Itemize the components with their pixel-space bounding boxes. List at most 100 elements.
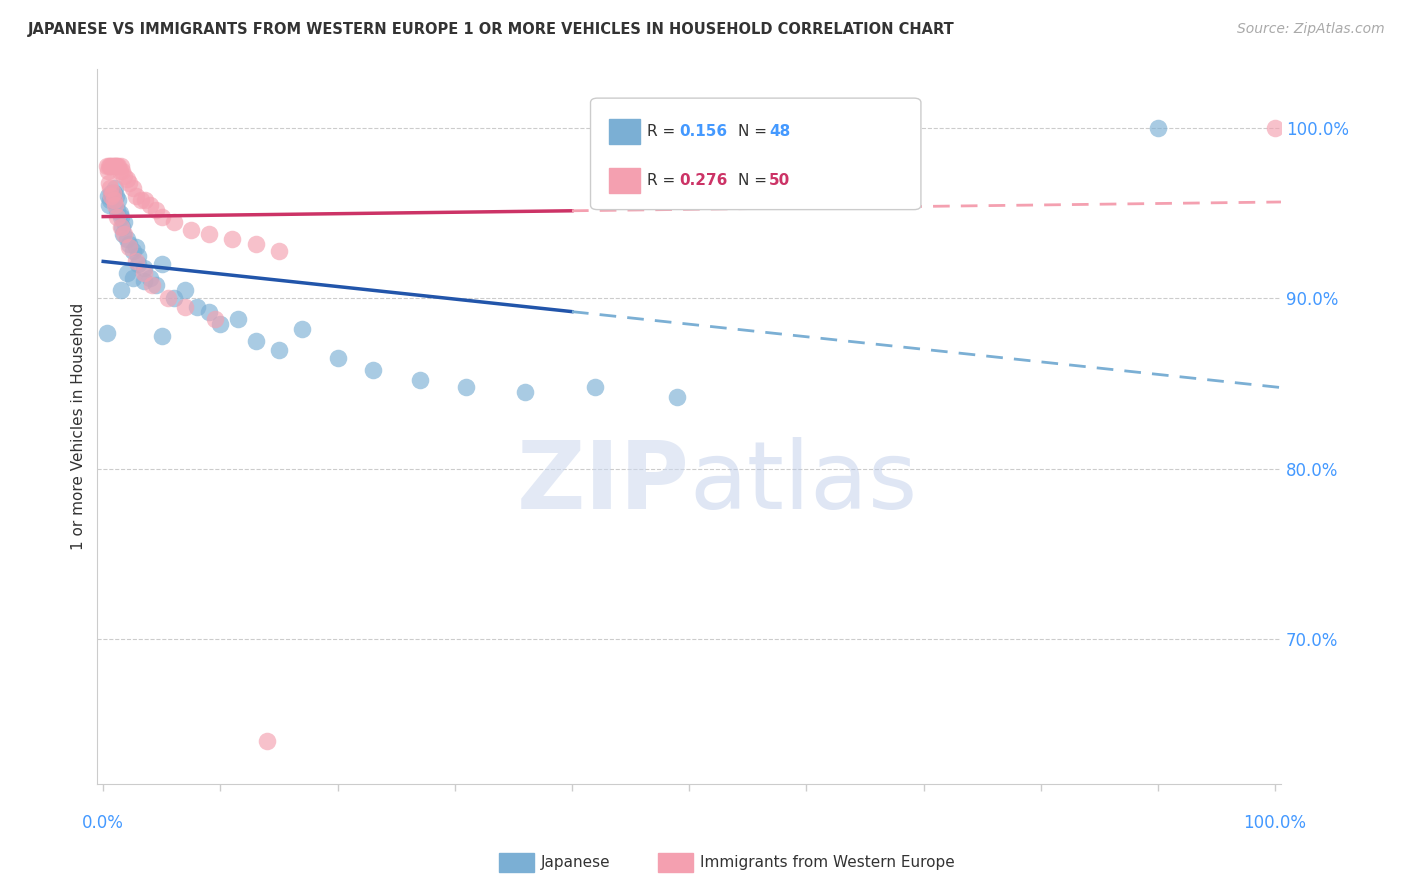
Text: 0.0%: 0.0%: [83, 814, 124, 832]
Point: [98, 180, 121, 194]
Point: [97, 163, 120, 178]
Point: [118, 240, 141, 254]
Point: [121, 244, 143, 258]
Point: [98, 159, 121, 173]
Point: [134, 266, 156, 280]
Text: 100.0%: 100.0%: [1243, 814, 1306, 832]
Point: [666, 390, 689, 404]
Point: [583, 380, 606, 394]
Point: [103, 193, 125, 207]
Text: JAPANESE VS IMMIGRANTS FROM WESTERN EUROPE 1 OR MORE VEHICLES IN HOUSEHOLD CORRE: JAPANESE VS IMMIGRANTS FROM WESTERN EURO…: [28, 22, 955, 37]
Point: [150, 257, 173, 271]
Point: [103, 186, 125, 200]
Point: [110, 210, 132, 224]
Point: [110, 159, 132, 173]
Point: [267, 343, 290, 357]
Point: [101, 186, 124, 200]
Point: [111, 219, 134, 234]
Text: Source: ZipAtlas.com: Source: ZipAtlas.com: [1237, 22, 1385, 37]
Point: [97, 189, 120, 203]
Point: [112, 215, 135, 229]
Point: [291, 322, 314, 336]
Point: [150, 210, 173, 224]
Point: [112, 227, 135, 241]
Point: [209, 317, 232, 331]
Point: [783, 180, 806, 194]
Point: [186, 300, 208, 314]
Point: [134, 274, 156, 288]
Point: [139, 198, 162, 212]
Point: [98, 159, 121, 173]
Point: [1147, 121, 1170, 136]
Point: [98, 198, 121, 212]
Point: [141, 277, 163, 292]
Point: [226, 311, 249, 326]
Point: [96, 159, 118, 173]
Point: [326, 351, 349, 365]
Text: 50: 50: [769, 173, 790, 188]
Point: [105, 189, 128, 203]
Text: N =: N =: [738, 173, 772, 188]
Point: [125, 189, 148, 203]
Point: [267, 244, 290, 258]
Point: [101, 159, 124, 173]
Point: [174, 300, 197, 314]
Point: [162, 292, 184, 306]
Point: [245, 334, 267, 348]
Text: Japanese: Japanese: [541, 855, 612, 870]
Point: [125, 254, 148, 268]
Point: [139, 271, 162, 285]
Point: [104, 159, 127, 173]
Point: [127, 257, 149, 271]
Point: [256, 734, 278, 748]
Point: [105, 159, 128, 173]
Point: [100, 186, 122, 200]
Point: [145, 277, 167, 292]
Point: [121, 271, 143, 285]
Point: [456, 380, 478, 394]
Point: [107, 193, 129, 207]
Point: [156, 292, 179, 306]
Point: [1264, 121, 1286, 136]
Text: Immigrants from Western Europe: Immigrants from Western Europe: [700, 855, 955, 870]
Point: [115, 232, 138, 246]
Point: [134, 260, 156, 275]
Point: [110, 283, 132, 297]
Point: [105, 202, 128, 217]
Point: [100, 159, 122, 173]
Point: [162, 215, 184, 229]
Point: [98, 193, 121, 207]
Text: R =: R =: [647, 173, 681, 188]
Point: [204, 311, 226, 326]
Point: [221, 232, 243, 246]
Text: R =: R =: [647, 124, 681, 139]
Point: [197, 227, 219, 241]
Point: [108, 206, 131, 220]
Text: 48: 48: [769, 124, 790, 139]
Point: [105, 159, 128, 173]
Text: 0.156: 0.156: [679, 124, 727, 139]
Point: [245, 236, 267, 251]
Y-axis label: 1 or more Vehicles in Household: 1 or more Vehicles in Household: [72, 302, 86, 549]
Point: [853, 172, 876, 186]
Point: [121, 180, 143, 194]
Point: [174, 283, 197, 297]
Point: [103, 159, 125, 173]
Point: [101, 193, 124, 207]
Point: [112, 169, 135, 183]
Point: [115, 266, 138, 280]
Point: [111, 163, 134, 178]
Point: [125, 240, 148, 254]
Point: [107, 159, 129, 173]
Point: [118, 176, 141, 190]
Point: [180, 223, 202, 237]
Point: [150, 329, 173, 343]
Point: [134, 193, 156, 207]
Point: [96, 326, 118, 340]
Point: [115, 172, 138, 186]
Point: [104, 198, 127, 212]
Point: [513, 385, 536, 400]
Text: atlas: atlas: [689, 437, 917, 530]
Point: [408, 373, 430, 387]
Point: [145, 202, 167, 217]
